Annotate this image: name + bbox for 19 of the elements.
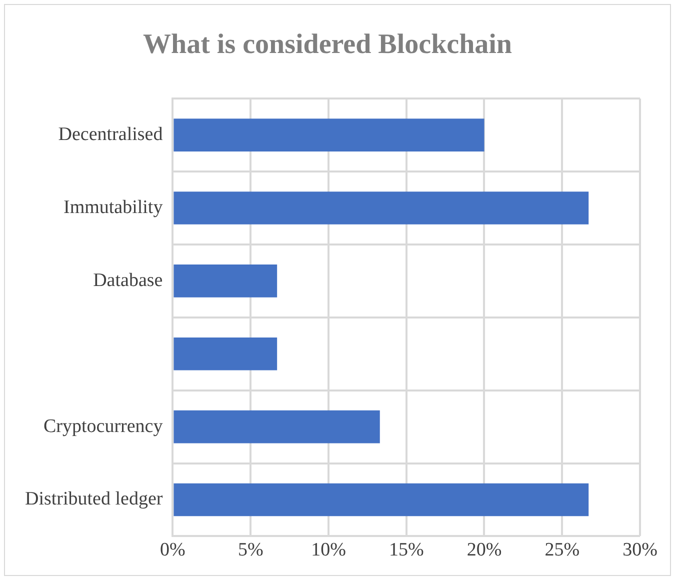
chart-title: What is considered Blockchain: [143, 29, 512, 60]
y-tick-label: Cryptocurrency: [43, 416, 164, 437]
y-tick-label: Database: [93, 270, 163, 291]
y-tick-label: Immutability: [63, 196, 164, 218]
y-tick-label: Decentralised: [58, 124, 164, 146]
x-tick-label: 30%: [622, 540, 658, 561]
x-tick-label: 5%: [238, 540, 264, 561]
x-tick-label: 10%: [311, 540, 346, 561]
x-tick-label: 15%: [388, 540, 424, 561]
bar: [174, 483, 589, 516]
bar: [174, 118, 484, 152]
x-tick-label: 20%: [466, 540, 502, 561]
bar: [174, 264, 278, 298]
x-tick-label: 0%: [160, 540, 186, 561]
bar: [174, 337, 278, 370]
bar: [174, 410, 380, 444]
x-tick-label: 25%: [544, 540, 580, 561]
y-tick-label: Distributed ledger: [24, 488, 164, 510]
bar: [174, 192, 589, 224]
